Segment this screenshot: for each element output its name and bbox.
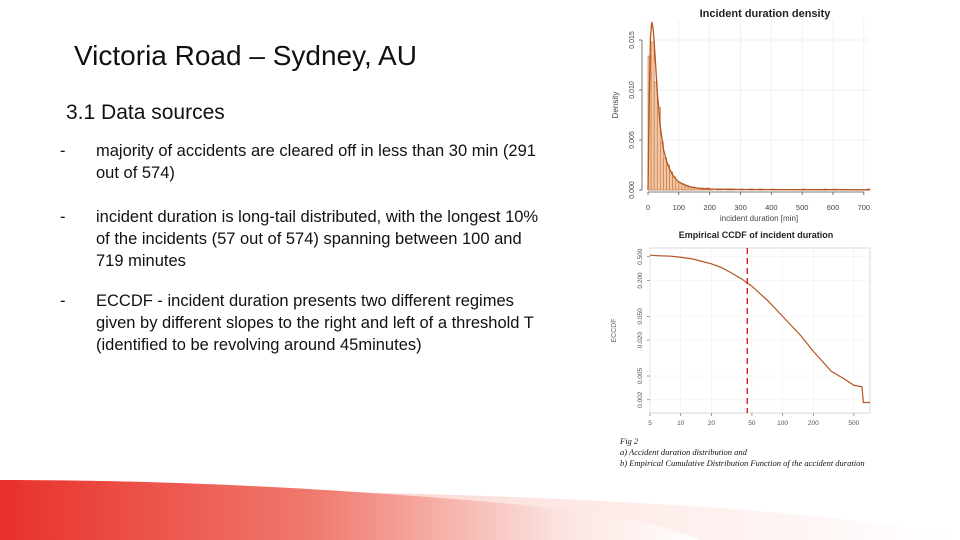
eccdf-chart: Empirical CCDF of incident duration 0.002…	[611, 230, 871, 427]
footer-swoosh-decoration	[0, 480, 960, 540]
x-tick-label: 600	[827, 203, 840, 212]
x-tick-label: 5	[648, 420, 652, 427]
y-tick-label: 0.500	[637, 248, 644, 265]
x-tick-label: 100	[673, 203, 686, 212]
x-tick-label: 20	[708, 420, 716, 427]
y-tick-label: 0.002	[637, 391, 644, 408]
y-axis-title: ECCDF	[611, 318, 618, 342]
caption-fig-number: Fig 2	[620, 436, 639, 446]
x-tick-label: 500	[796, 203, 809, 212]
x-axis-title: incident duration [min]	[720, 214, 798, 223]
density-histogram-chart: Incident duration density 0.000 0.005 0.010…	[611, 8, 871, 223]
plot-frame	[649, 247, 871, 414]
y-tick-label: 0.005	[637, 368, 644, 385]
y-tick-label: 0.020	[637, 332, 644, 349]
bullet-text: ECCDF - incident duration presents two d…	[96, 292, 534, 354]
bullet-dash: -	[60, 142, 66, 160]
slide-title: Victoria Road – Sydney, AU	[74, 40, 417, 71]
histogram-bar	[650, 41, 655, 191]
chart-title: Empirical CCDF of incident duration	[679, 230, 834, 240]
density-curve	[647, 21, 871, 191]
x-tick-label: 100	[777, 420, 788, 427]
section-heading: 3.1 Data sources	[66, 101, 225, 124]
bullet-text: majority of accidents are cleared off in…	[96, 142, 536, 182]
eccdf-figure: Empirical CCDF of incident duration 0.002…	[600, 226, 880, 434]
y-tick-label: 0.200	[637, 272, 644, 289]
histogram-bar	[663, 157, 667, 191]
y-tick-label: 0.000	[629, 181, 636, 199]
x-tick-label: 0	[646, 203, 650, 212]
x-tick-label: 10	[677, 420, 685, 427]
x-tick-label: 200	[703, 203, 716, 212]
eccdf-series-line	[649, 254, 870, 404]
figure-caption: Fig 2 a) Accident duration distribution …	[620, 436, 882, 469]
y-tick-label: 0.005	[629, 131, 636, 149]
bullet-dash: -	[60, 208, 66, 226]
x-tick-label: 500	[848, 420, 859, 427]
histogram-bar	[675, 181, 680, 191]
histogram-bar	[684, 185, 689, 191]
x-tick-label: 50	[748, 420, 756, 427]
histogram-bar	[700, 188, 704, 191]
histogram-bar	[678, 182, 683, 191]
x-tick-label: 200	[808, 420, 819, 427]
x-tick-label: 700	[858, 203, 871, 212]
chart-title: Incident duration density	[700, 8, 832, 20]
y-axis-title: Density	[611, 92, 620, 119]
caption-part-a: a) Accident duration distribution and	[620, 447, 747, 457]
histogram-bar	[653, 81, 658, 191]
y-tick-label: 0.010	[629, 81, 636, 99]
bullet-text: incident duration is long-tail distribut…	[96, 208, 539, 270]
bullet-dash: -	[60, 292, 66, 310]
density-histogram-figure: Incident duration density 0.000 0.005 0.010…	[600, 0, 880, 232]
x-tick-label: 400	[765, 203, 778, 212]
caption-part-b: b) Empirical Cumulative Distribution Fun…	[620, 458, 865, 468]
y-tick-label: 0.015	[629, 31, 636, 49]
x-tick-label: 300	[734, 203, 747, 212]
y-tick-label: 0.050	[637, 308, 644, 325]
